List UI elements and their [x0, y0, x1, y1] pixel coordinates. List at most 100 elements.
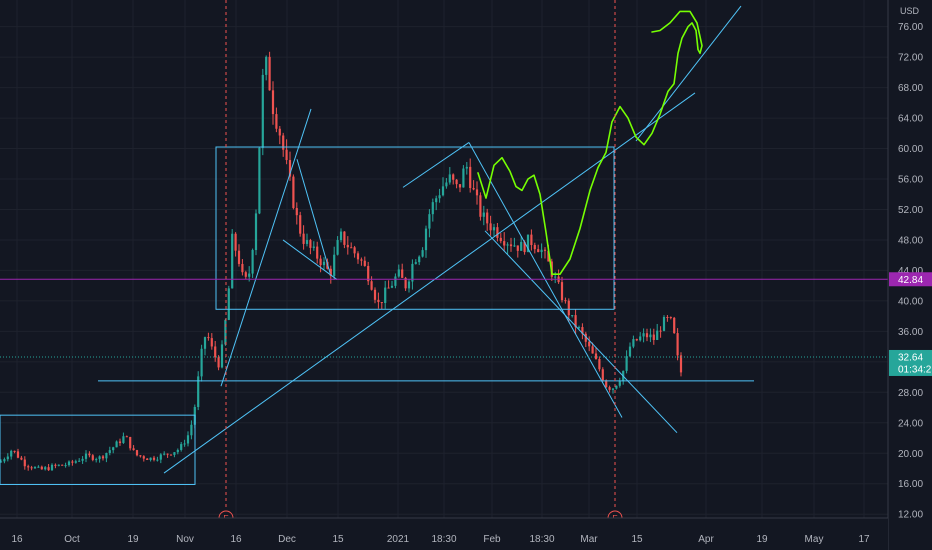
- candle-body: [346, 244, 349, 248]
- trendline[interactable]: [635, 5, 742, 142]
- trendline[interactable]: [296, 159, 331, 273]
- time-tick-label: 18:30: [431, 534, 456, 545]
- candle-body: [625, 356, 628, 371]
- candle-body: [333, 254, 336, 276]
- time-axis[interactable]: 16 Oct 19 Nov 16 Dec 15 2021 18:30 Feb 18:30 Mar 15 A…: [11, 534, 870, 545]
- candle-body: [285, 149, 288, 161]
- price-tick-label: 76.00: [898, 22, 923, 33]
- candle-body: [292, 176, 295, 209]
- marked-level-badge: [889, 272, 932, 287]
- candle-body: [244, 272, 247, 277]
- rectangle-drawing[interactable]: [215, 146, 615, 310]
- last-price-value: 32.64: [898, 352, 923, 363]
- trendline[interactable]: [163, 92, 696, 474]
- candle-body: [547, 250, 550, 262]
- candle-body: [241, 263, 244, 273]
- candle-body: [146, 458, 149, 461]
- trendline[interactable]: [484, 230, 678, 434]
- trendline[interactable]: [402, 142, 470, 188]
- price-tick-label: 20.00: [898, 449, 923, 460]
- candle-body: [581, 327, 584, 334]
- price-tick-label: 52.00: [898, 205, 923, 216]
- price-axis[interactable]: 12.0016.0020.0024.0028.0032.0036.0040.00…: [898, 6, 923, 521]
- time-tick-label: Mar: [580, 534, 598, 545]
- candle-body: [472, 188, 475, 190]
- candle-body: [608, 387, 611, 390]
- candle-body: [258, 147, 261, 214]
- candle-body: [3, 459, 6, 462]
- time-tick-label: 2021: [387, 534, 410, 545]
- time-tick-label: May: [805, 534, 824, 545]
- candle-body: [441, 186, 445, 196]
- candle-body: [662, 317, 666, 331]
- candle-body: [567, 300, 570, 316]
- candle-body: [112, 447, 115, 451]
- time-axis-background[interactable]: [0, 518, 888, 550]
- candle-body: [248, 273, 251, 277]
- candle-body: [645, 333, 649, 338]
- candle-body: [458, 184, 462, 188]
- candle-body: [397, 269, 400, 277]
- price-tick-label: 48.00: [898, 235, 923, 246]
- candle-body: [40, 466, 43, 470]
- candle-body: [149, 457, 152, 461]
- trendline[interactable]: [468, 142, 623, 418]
- candle-body: [591, 346, 594, 354]
- price-tick-label: 44.00: [898, 266, 923, 277]
- projection-path[interactable]: [477, 10, 703, 276]
- candle-body: [435, 198, 438, 203]
- candle-body: [411, 263, 414, 282]
- candle-body: [642, 333, 645, 337]
- candle-body: [336, 240, 339, 255]
- candle-body: [37, 466, 40, 468]
- candle-body: [380, 302, 383, 304]
- trendline[interactable]: [220, 108, 312, 387]
- candle-body: [421, 250, 424, 257]
- candle-body: [370, 281, 373, 290]
- candle-body: [91, 455, 94, 460]
- candle-body: [282, 135, 285, 150]
- candle-body: [50, 464, 54, 471]
- candle-body: [676, 333, 679, 356]
- candle-body: [418, 256, 421, 263]
- candle-body: [615, 385, 618, 389]
- candle-body: [203, 337, 207, 349]
- candle-body: [71, 461, 74, 463]
- candle-body: [237, 250, 241, 264]
- marked-level-value: 42.84: [898, 275, 923, 286]
- time-tick-label: Feb: [483, 534, 501, 545]
- candle-body: [506, 244, 509, 246]
- candle-body: [571, 315, 574, 317]
- candle-body: [533, 245, 536, 250]
- candle-body: [598, 359, 601, 370]
- candle-body: [81, 458, 84, 461]
- rectangle-drawing[interactable]: [0, 414, 196, 485]
- candle-body: [23, 459, 26, 467]
- candle-body: [88, 453, 91, 456]
- time-tick-label: 16: [11, 534, 23, 545]
- trendline[interactable]: [282, 239, 338, 280]
- candle-body: [373, 289, 377, 300]
- candle-body: [251, 250, 254, 274]
- price-levels: [0, 278, 888, 358]
- candle-body: [601, 369, 604, 381]
- candle-body: [118, 441, 122, 443]
- candle-body: [217, 357, 220, 368]
- candle-body: [452, 174, 455, 180]
- candle-body: [10, 450, 13, 457]
- candle-body: [367, 265, 370, 282]
- time-tick-label: Apr: [698, 534, 714, 545]
- candle-body: [265, 56, 268, 75]
- candle-body: [577, 327, 581, 329]
- trendline-drawings[interactable]: [0, 5, 754, 485]
- candle-body: [186, 435, 190, 444]
- candle-body: [526, 234, 530, 253]
- candle-body: [639, 336, 642, 341]
- price-tick-label: 28.00: [898, 388, 923, 399]
- candle-body: [57, 464, 60, 466]
- candle-body: [105, 452, 108, 459]
- candle-body: [261, 74, 264, 148]
- candle-body: [350, 247, 353, 249]
- candle-body: [479, 195, 482, 217]
